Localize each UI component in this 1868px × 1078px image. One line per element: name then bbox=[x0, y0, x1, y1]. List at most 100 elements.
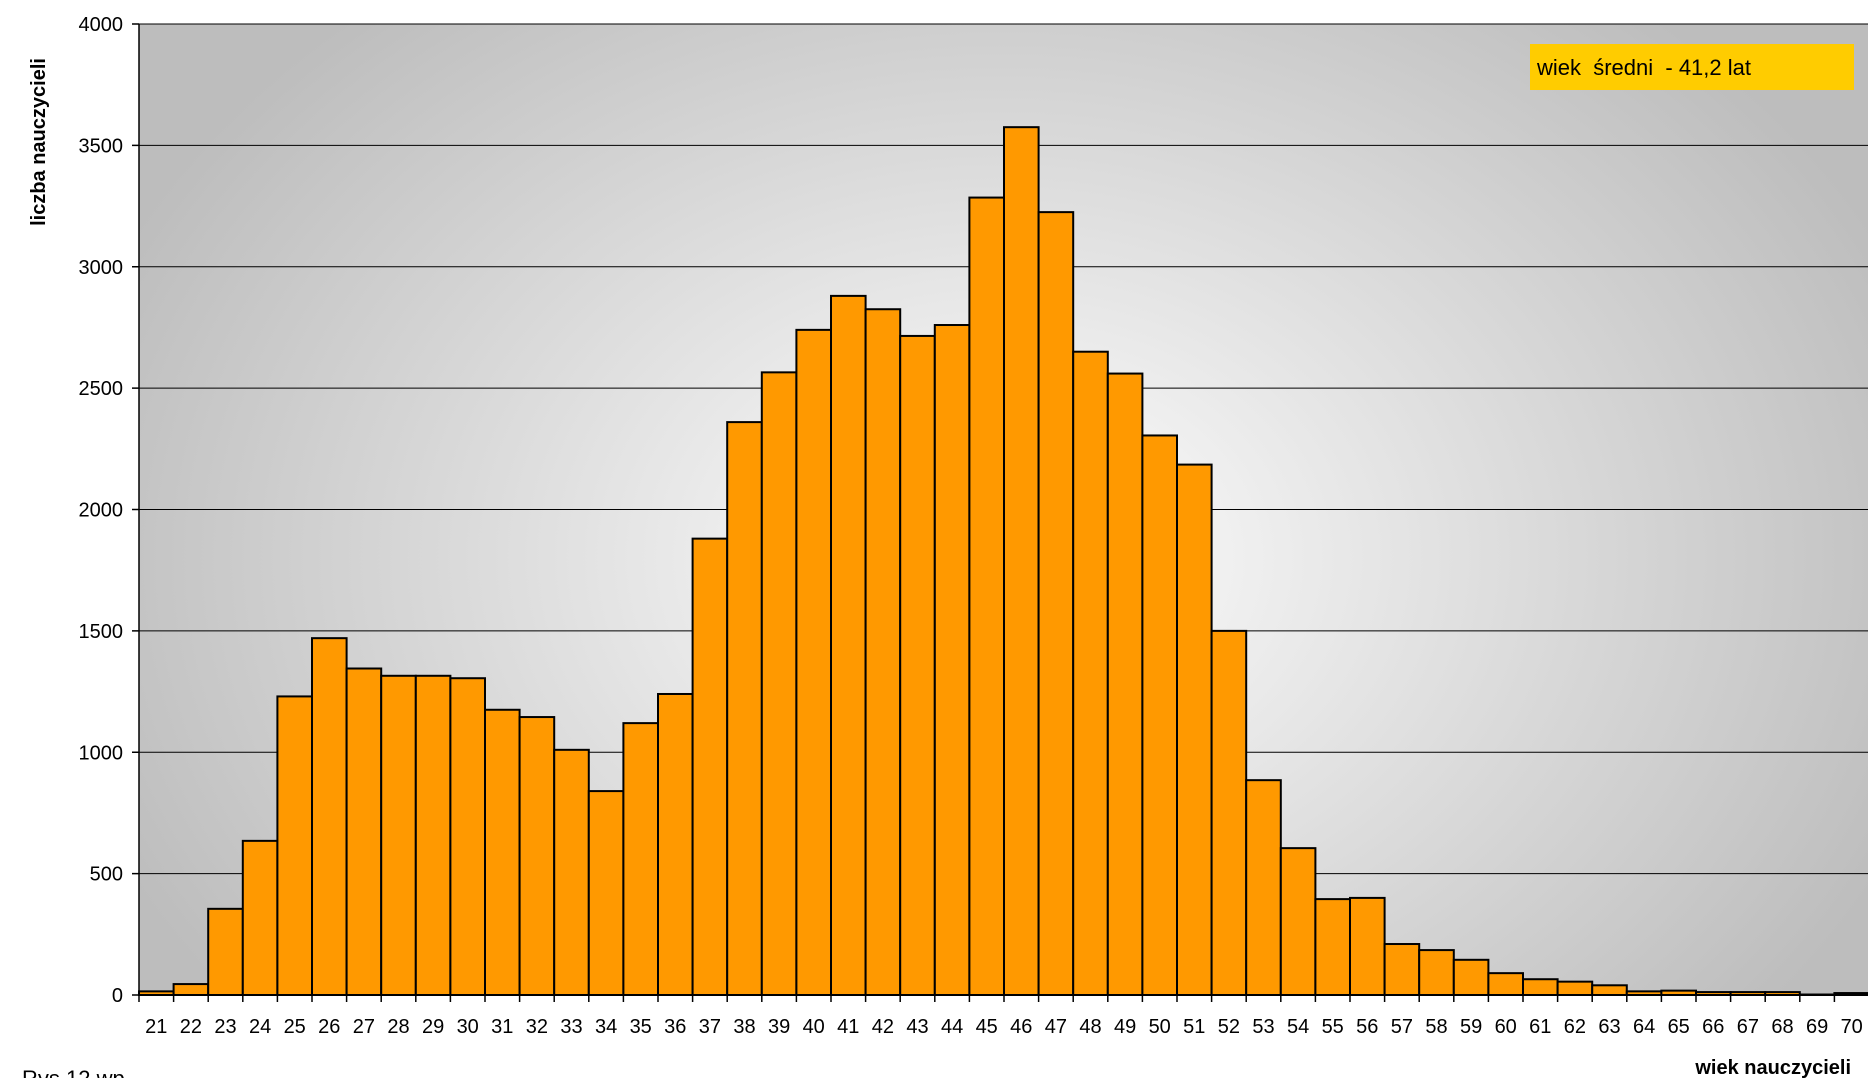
x-tick-label: 37 bbox=[699, 1016, 721, 1038]
x-tick-label: 52 bbox=[1218, 1016, 1240, 1038]
x-tick-label: 60 bbox=[1495, 1016, 1517, 1038]
x-tick-label: 41 bbox=[837, 1016, 859, 1038]
bar-29 bbox=[414, 674, 452, 996]
x-tick-label: 56 bbox=[1356, 1016, 1378, 1038]
x-tick-label: 63 bbox=[1598, 1016, 1620, 1038]
bar-41 bbox=[830, 294, 867, 996]
x-tick-label: 26 bbox=[318, 1016, 340, 1038]
bar-51 bbox=[1176, 463, 1213, 996]
bar-26 bbox=[311, 637, 348, 996]
bar-32 bbox=[518, 716, 556, 997]
bar-40 bbox=[795, 328, 833, 996]
y-tick-label: 0 bbox=[112, 985, 123, 1007]
x-tick-label: 38 bbox=[733, 1016, 755, 1038]
bar-54 bbox=[1279, 847, 1317, 996]
bar-37 bbox=[691, 537, 729, 996]
bar-43 bbox=[899, 334, 936, 996]
bar-23 bbox=[207, 907, 244, 996]
bar-44 bbox=[933, 324, 971, 996]
x-tick-label: 31 bbox=[491, 1016, 513, 1038]
y-tick-label: 1000 bbox=[79, 742, 124, 764]
x-tick-label: 54 bbox=[1287, 1016, 1309, 1038]
bar-56 bbox=[1349, 896, 1386, 997]
y-tick-label: 1500 bbox=[79, 621, 124, 643]
bar-42 bbox=[864, 308, 902, 996]
bar-27 bbox=[345, 667, 383, 996]
x-tick-label: 53 bbox=[1252, 1016, 1274, 1038]
bar-61 bbox=[1522, 978, 1559, 997]
bar-57 bbox=[1383, 943, 1421, 997]
annotation-text: wiek średni - 41,2 lat bbox=[1536, 55, 1751, 80]
y-axis-title: liczba nauczycieli bbox=[28, 58, 50, 226]
x-tick-label: 43 bbox=[906, 1016, 928, 1038]
bar-33 bbox=[553, 748, 590, 997]
bar-63 bbox=[1591, 984, 1628, 996]
y-tick-label: 3000 bbox=[79, 257, 124, 279]
x-tick-label: 40 bbox=[803, 1016, 825, 1038]
x-tick-label: 27 bbox=[353, 1016, 375, 1038]
bar-53 bbox=[1245, 779, 1282, 997]
bar-58 bbox=[1418, 949, 1455, 996]
x-tick-label: 62 bbox=[1564, 1016, 1586, 1038]
bar-46 bbox=[1003, 126, 1040, 996]
bar-50 bbox=[1141, 434, 1179, 996]
x-tick-label: 66 bbox=[1702, 1016, 1724, 1038]
annotation-box: wiek średni - 41,2 lat bbox=[1530, 44, 1854, 90]
x-tick-label: 68 bbox=[1771, 1016, 1793, 1038]
x-tick-label: 69 bbox=[1806, 1016, 1828, 1038]
x-tick-label: 46 bbox=[1010, 1016, 1032, 1038]
bar-45 bbox=[968, 196, 1006, 997]
x-axis-title: wiek nauczycieli bbox=[1694, 1057, 1851, 1078]
x-tick-label: 58 bbox=[1425, 1016, 1447, 1038]
x-tick-label: 51 bbox=[1183, 1016, 1205, 1038]
bars bbox=[138, 126, 1868, 997]
x-tick-label: 34 bbox=[595, 1016, 617, 1038]
bar-60 bbox=[1487, 972, 1525, 997]
x-tick-label: 30 bbox=[457, 1016, 479, 1038]
x-tick-label: 42 bbox=[872, 1016, 894, 1038]
x-tick-label: 36 bbox=[664, 1016, 686, 1038]
bar-28 bbox=[380, 674, 417, 996]
bar-48 bbox=[1072, 350, 1109, 996]
x-tick-label: 29 bbox=[422, 1016, 444, 1038]
x-tick-label: 67 bbox=[1737, 1016, 1759, 1038]
x-tick-label: 48 bbox=[1079, 1016, 1101, 1038]
x-tick-label: 33 bbox=[560, 1016, 582, 1038]
x-tick-label: 21 bbox=[145, 1016, 167, 1038]
x-tick-label: 35 bbox=[630, 1016, 652, 1038]
x-tick-label: 39 bbox=[768, 1016, 790, 1038]
y-tick-label: 4000 bbox=[79, 14, 124, 36]
x-tick-labels: 21 22 23 24 25 26 27 28 29 30 31 32 33 34 35 36 37 38 39 40… bbox=[145, 1016, 1863, 1038]
bar-38 bbox=[726, 421, 763, 996]
bar-39 bbox=[760, 371, 798, 996]
bar-49 bbox=[1106, 372, 1144, 996]
y-tick-labels: 0 500 1000 1500 2000 2500 3000 3500 4000 bbox=[79, 14, 124, 1007]
bar-36 bbox=[657, 692, 694, 996]
bar-22 bbox=[172, 983, 210, 996]
x-tick-label: 57 bbox=[1391, 1016, 1413, 1038]
bar-47 bbox=[1037, 211, 1075, 997]
bar-24 bbox=[241, 839, 279, 997]
bar-34 bbox=[587, 790, 625, 997]
bar-35 bbox=[622, 722, 660, 996]
x-tick-label: 25 bbox=[284, 1016, 306, 1038]
bar-30 bbox=[449, 677, 486, 996]
axes bbox=[132, 23, 1868, 1002]
x-tick-label: 61 bbox=[1529, 1016, 1551, 1038]
x-tick-label: 28 bbox=[387, 1016, 409, 1038]
x-tick-label: 49 bbox=[1114, 1016, 1136, 1038]
x-tick-label: 44 bbox=[941, 1016, 963, 1038]
figure-footnote: Rys.12 wp bbox=[22, 1066, 125, 1078]
x-tick-label: 65 bbox=[1668, 1016, 1690, 1038]
x-tick-label: 32 bbox=[526, 1016, 548, 1038]
x-tick-label: 59 bbox=[1460, 1016, 1482, 1038]
y-tick-label: 500 bbox=[90, 864, 123, 886]
x-tick-label: 70 bbox=[1841, 1016, 1863, 1038]
x-tick-label: 45 bbox=[976, 1016, 998, 1038]
x-tick-label: 55 bbox=[1322, 1016, 1344, 1038]
x-tick-label: 64 bbox=[1633, 1016, 1655, 1038]
x-tick-label: 24 bbox=[249, 1016, 271, 1038]
bar-62 bbox=[1556, 980, 1594, 996]
y-tick-label: 3500 bbox=[79, 135, 124, 157]
